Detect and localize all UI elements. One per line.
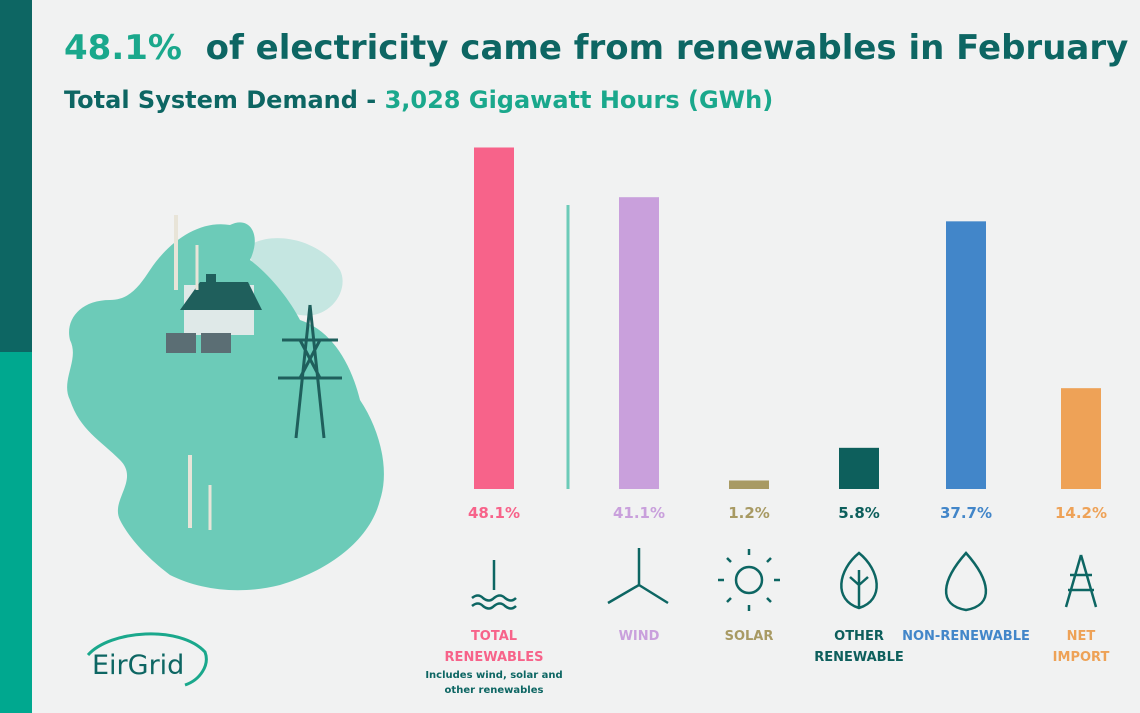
map-illustration xyxy=(67,215,384,591)
category-label: OTHER RENEWABLE xyxy=(814,629,904,665)
category-label: NET IMPORT xyxy=(1052,629,1110,665)
note: Includes wind, solar and other renewable… xyxy=(425,670,563,696)
bar xyxy=(946,221,986,489)
title-highlight: 48.1% xyxy=(64,28,182,68)
side-strip xyxy=(0,0,32,352)
bar xyxy=(729,480,769,489)
bar xyxy=(1061,388,1101,489)
value-label: 14.2% xyxy=(1055,504,1107,522)
subtitle-highlight: 3,028 Gigawatt Hours (GWh) xyxy=(384,86,774,114)
logo-arc xyxy=(86,632,208,687)
category-label: WIND xyxy=(618,629,660,644)
bar xyxy=(839,447,879,489)
category-label: SOLAR xyxy=(724,629,774,644)
bar xyxy=(474,147,514,490)
category-label: TOTAL RENEWABLES xyxy=(444,629,544,665)
bar xyxy=(619,197,659,489)
logo: EirGrid xyxy=(92,650,185,681)
value-label: 5.8% xyxy=(838,504,880,522)
category-label: NON-RENEWABLE xyxy=(902,629,1030,644)
icons xyxy=(471,548,1098,612)
title-text: of electricity came from renewables in F… xyxy=(205,28,1129,68)
side-strip xyxy=(0,352,32,713)
subtitle-text: Total System Demand - xyxy=(64,86,377,114)
title: 48.1% of electricity came from renewable… xyxy=(64,28,1128,68)
subtitle: Total System Demand - 3,028 Gigawatt Hou… xyxy=(64,86,773,114)
value-label: 48.1% xyxy=(468,504,520,522)
value-label: 41.1% xyxy=(613,504,665,522)
value-label: 1.2% xyxy=(728,504,770,522)
value-label: 37.7% xyxy=(940,504,992,522)
